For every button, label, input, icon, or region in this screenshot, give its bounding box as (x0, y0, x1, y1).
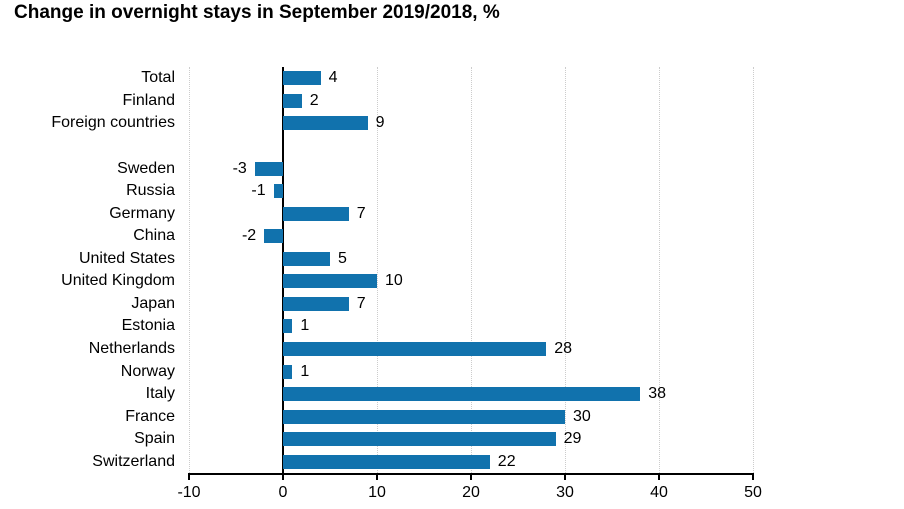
bar (283, 409, 565, 424)
category-label: China (133, 227, 175, 245)
x-axis-tick (658, 473, 660, 480)
bar (283, 116, 368, 131)
x-axis-tick-label: 0 (278, 484, 288, 501)
x-axis-tick (470, 473, 472, 480)
x-axis-tick (376, 473, 378, 480)
bar (283, 296, 349, 311)
category-label: Finland (122, 91, 175, 109)
value-label: 22 (497, 452, 516, 470)
gridline (471, 67, 472, 473)
x-axis-tick (188, 473, 190, 480)
x-axis-tick-label: 30 (556, 484, 574, 501)
gridline (659, 67, 660, 473)
zero-axis-line (282, 67, 284, 473)
value-label: 2 (309, 91, 319, 109)
value-label: 38 (648, 385, 666, 403)
value-label: 10 (385, 272, 403, 290)
category-label: France (125, 407, 175, 425)
x-axis-tick-label: 10 (368, 484, 386, 501)
category-label: Russia (126, 182, 175, 200)
category-label: Estonia (121, 317, 175, 335)
bar (283, 364, 293, 379)
value-label: -2 (241, 227, 257, 245)
category-label: Norway (120, 362, 175, 380)
bar (254, 161, 283, 176)
value-label: 1 (300, 362, 310, 380)
x-axis-tick-label: 50 (744, 484, 762, 501)
category-label: Japan (131, 294, 175, 312)
category-label: Netherlands (88, 339, 175, 357)
x-axis-tick (282, 473, 284, 480)
value-label: 1 (300, 317, 310, 335)
value-label: -1 (251, 182, 266, 200)
bar (283, 71, 321, 86)
category-label: Sweden (117, 159, 175, 177)
category-label: Foreign countries (51, 114, 175, 132)
value-label: 29 (563, 430, 582, 448)
value-label: 7 (356, 204, 366, 222)
value-label: 30 (573, 407, 591, 425)
bar (283, 274, 377, 289)
bar (273, 184, 283, 199)
gridline (189, 67, 190, 473)
bar (283, 93, 302, 108)
x-axis-tick-label: 40 (650, 484, 668, 501)
bar (283, 432, 556, 447)
category-label: Total (141, 69, 175, 87)
category-label: United Kingdom (61, 272, 175, 290)
category-label: Switzerland (92, 452, 175, 470)
value-label: 5 (338, 249, 347, 267)
value-label: 4 (328, 69, 338, 87)
bar (283, 251, 330, 266)
bar (283, 454, 490, 469)
gridline (565, 67, 566, 473)
value-label: 9 (375, 114, 385, 132)
bar (283, 206, 349, 221)
gridline (753, 67, 754, 473)
value-label: -3 (232, 159, 247, 177)
value-label: 7 (356, 294, 366, 312)
x-axis-tick (752, 473, 754, 480)
x-axis-tick (564, 473, 566, 480)
bar (283, 387, 641, 402)
bar (283, 341, 547, 356)
chart-title: Change in overnight stays in September 2… (14, 2, 500, 23)
value-label: 28 (554, 339, 572, 357)
category-label: Italy (145, 385, 175, 403)
gridline (377, 67, 378, 473)
bar (283, 319, 293, 334)
category-label: United States (78, 249, 175, 267)
x-axis-tick-label: 20 (462, 484, 480, 501)
category-label: Spain (134, 430, 175, 448)
x-axis-tick-label: -10 (177, 484, 201, 501)
bar (264, 229, 283, 244)
category-label: Germany (109, 204, 175, 222)
